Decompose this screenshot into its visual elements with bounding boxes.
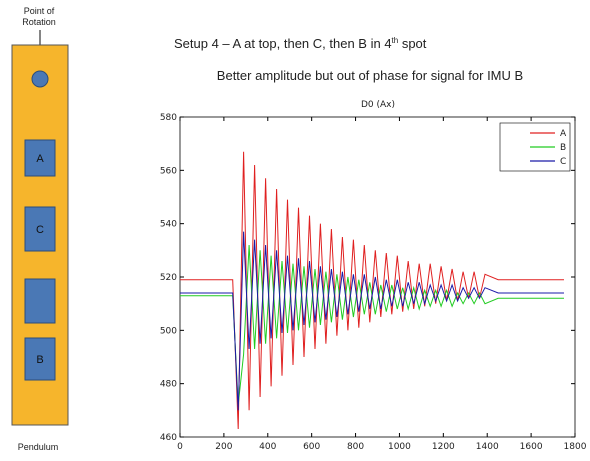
slot-label: C [36,224,44,236]
y-tick-label: 580 [160,113,177,123]
imu-slot [24,206,56,252]
title-text: Setup 4 – A at top, then C, then B in 4 [174,36,392,51]
imu-slot [24,337,56,381]
legend-label: C [560,157,566,167]
legend-label: B [560,143,566,153]
y-tick-label: 500 [160,326,177,336]
x-tick-label: 400 [259,442,276,452]
pivot-label: Rotation [22,17,56,27]
x-tick-label: 1200 [432,442,455,452]
y-tick-label: 460 [160,433,177,443]
y-tick-label: 560 [160,166,177,176]
x-tick-label: 600 [303,442,320,452]
pivot-label: Point of [24,6,55,16]
series-line [180,244,564,406]
x-tick-label: 1800 [564,442,587,452]
series-line [180,151,564,430]
legend-label: A [560,129,567,139]
y-tick-label: 540 [160,220,177,230]
pivot [31,70,49,88]
x-tick-label: 0 [177,442,183,452]
x-tick-label: 1000 [388,442,411,452]
x-tick-label: 1400 [476,442,499,452]
slot-label: A [36,153,44,165]
x-tick-label: 200 [215,442,232,452]
x-tick-label: 800 [347,442,364,452]
title-text: spot [398,36,427,51]
title-sup: th [392,36,399,45]
slot-label: B [36,354,43,366]
imu-slot [24,139,56,177]
pendulum-label: Pendulum [18,442,59,452]
chart-title: D0 (Ax) [361,100,395,110]
series-line [180,231,564,411]
imu-slot [24,278,56,324]
slide-subtitle: Better amplitude but out of phase for si… [217,68,523,83]
y-tick-label: 520 [160,273,177,283]
y-tick-label: 480 [160,380,177,390]
x-tick-label: 1600 [520,442,543,452]
slide-title: Setup 4 – A at top, then C, then B in 4t… [174,36,427,51]
